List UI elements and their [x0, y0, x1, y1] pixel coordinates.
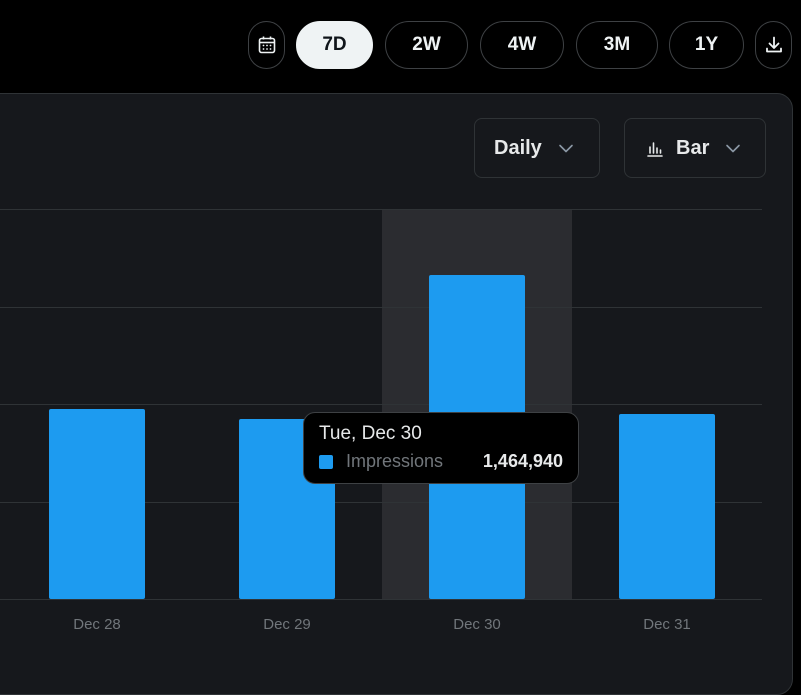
- bar-dec-31[interactable]: [619, 413, 715, 599]
- tooltip-value: 1,464,940: [482, 451, 563, 471]
- series-swatch: [319, 454, 333, 469]
- range-4w-button[interactable]: 4W: [480, 21, 564, 69]
- range-1y-button[interactable]: 1Y: [669, 21, 744, 69]
- gridline: [0, 209, 762, 210]
- chevron-down-icon: [559, 144, 573, 153]
- range-2w-button[interactable]: 2W: [385, 21, 468, 69]
- chart-type-dropdown[interactable]: Bar: [624, 118, 766, 178]
- interval-dropdown[interactable]: Daily: [474, 118, 600, 178]
- tooltip-date: Tue, Dec 30: [319, 423, 422, 444]
- x-axis-label: Dec 30: [453, 616, 501, 633]
- gridline: [0, 502, 762, 503]
- chart-type-label: Bar: [676, 136, 710, 159]
- x-axis-label: Dec 28: [73, 616, 121, 633]
- gridline: [0, 307, 762, 308]
- range-7d-button[interactable]: 7D: [296, 21, 373, 69]
- range-3m-button[interactable]: 3M: [576, 21, 658, 69]
- download-icon: [765, 36, 782, 53]
- download-button[interactable]: [755, 21, 792, 69]
- x-axis-label: Dec 31: [643, 616, 691, 633]
- x-axis-label: Dec 29: [263, 616, 311, 633]
- chevron-down-icon: [726, 144, 741, 153]
- tooltip-series-label: Impressions: [346, 451, 444, 471]
- calendar-button[interactable]: [248, 21, 285, 69]
- calendar-icon: [258, 36, 275, 54]
- bar-chart-icon: [647, 142, 663, 157]
- gridline: [0, 404, 762, 405]
- bar-dec-28[interactable]: [49, 408, 145, 599]
- gridline: [0, 599, 762, 600]
- interval-label: Daily: [494, 136, 542, 159]
- chart-tooltip: Tue, Dec 30 Impressions 1,464,940: [303, 412, 579, 484]
